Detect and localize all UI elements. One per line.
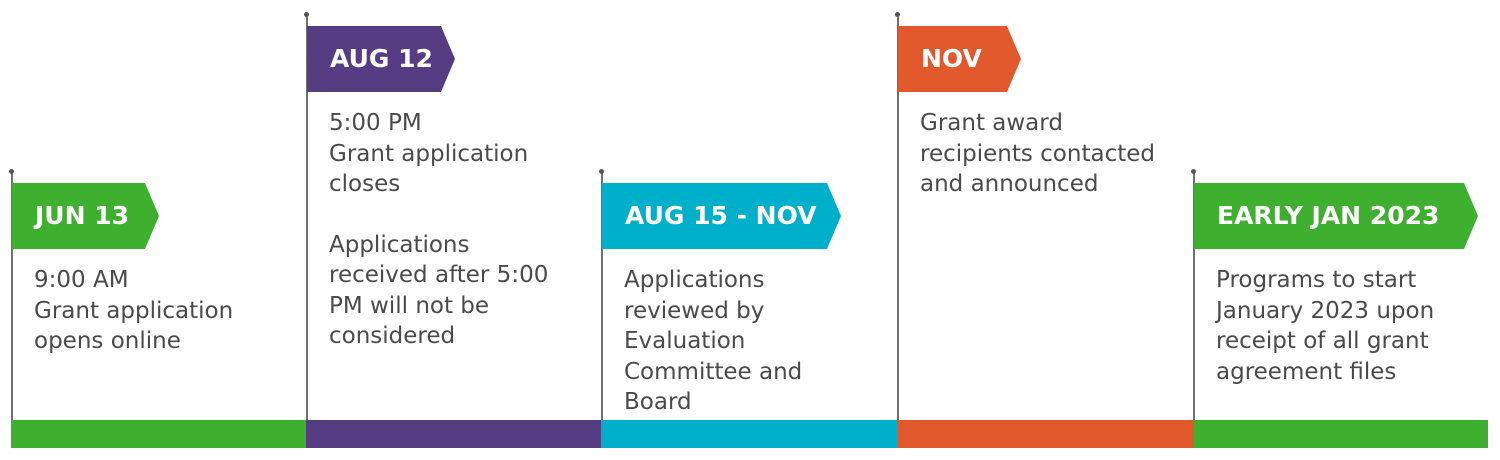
milestone-pole-tip <box>895 12 900 17</box>
milestone-description-paragraph: Applications reviewed by Evaluation Comm… <box>624 267 803 415</box>
timeline-band-segment <box>897 420 1193 448</box>
milestone-pole <box>601 171 603 448</box>
milestone-description-paragraph: Applications received after 5:00 PM will… <box>329 231 549 350</box>
milestone-description-paragraph: 5:00 PM Grant application closes <box>329 110 529 197</box>
milestone-description-paragraph: Grant award recipients contacted and ann… <box>920 110 1155 197</box>
milestone-description: Grant award recipients contacted and ann… <box>920 108 1190 200</box>
milestone-description: 9:00 AM Grant application opens online <box>34 265 304 357</box>
milestone-pole-tip <box>1191 169 1196 174</box>
milestone-description-paragraph: 9:00 AM Grant application opens online <box>34 267 234 354</box>
milestone-pole <box>897 14 899 448</box>
milestone-pole-tip <box>9 169 14 174</box>
timeline-band-segment <box>601 420 897 448</box>
milestone-date-flag: AUG 15 - NOV <box>602 183 841 249</box>
timeline-band-segment <box>11 420 307 448</box>
milestone-pole <box>11 171 13 448</box>
milestone-date-flag: AUG 12 <box>307 26 455 92</box>
milestone-description: Applications reviewed by Evaluation Comm… <box>624 265 894 418</box>
milestone-pole <box>1193 171 1195 448</box>
milestone-description: Programs to start January 2023 upon rece… <box>1216 265 1486 387</box>
timeline-band-segment <box>1193 420 1488 448</box>
milestone-date-flag: EARLY JAN 2023 <box>1194 183 1478 249</box>
milestone-date-flag: JUN 13 <box>12 183 159 249</box>
milestone-description: 5:00 PM Grant application closes Applicat… <box>329 108 599 352</box>
milestone-pole-tip <box>599 169 604 174</box>
milestone-pole <box>306 14 308 448</box>
milestone-pole-tip <box>304 12 309 17</box>
milestone-description-paragraph: Programs to start January 2023 upon rece… <box>1216 267 1435 385</box>
milestone-date-flag: NOV <box>898 26 1021 92</box>
timeline-band-segment <box>306 420 602 448</box>
